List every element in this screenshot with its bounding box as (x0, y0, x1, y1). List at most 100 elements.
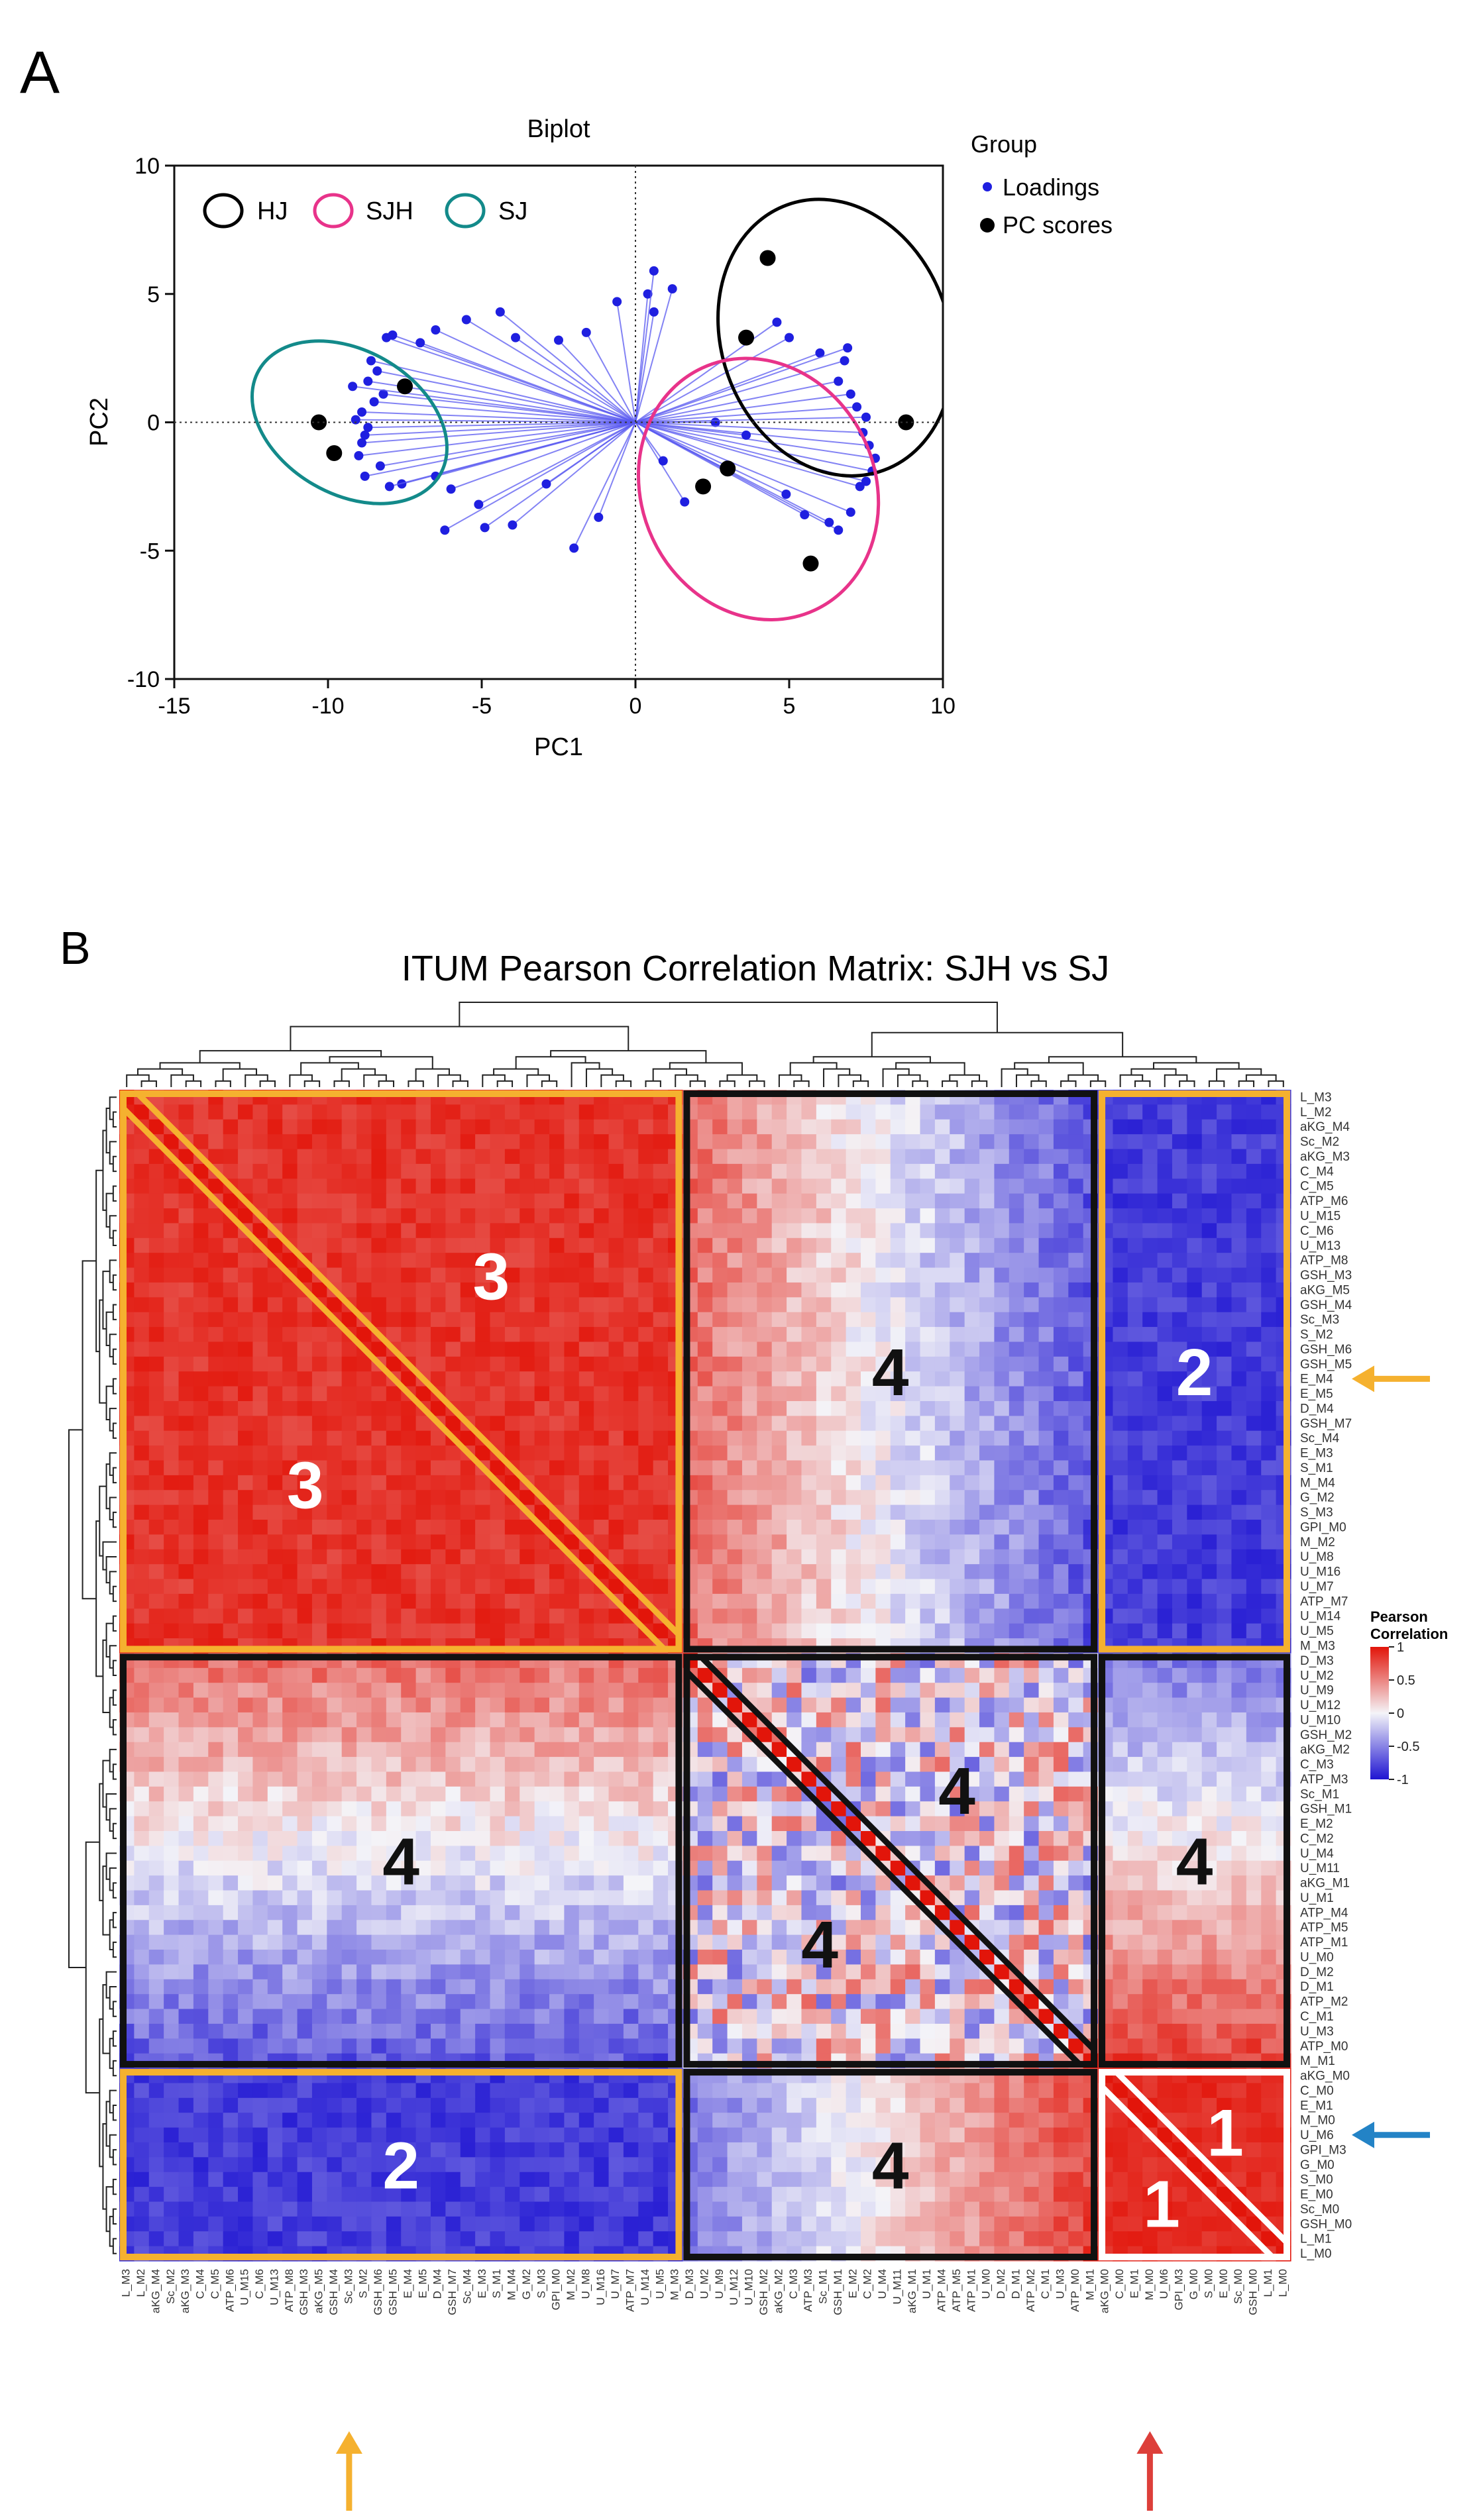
heatmap-cell (1157, 1490, 1173, 1506)
heatmap-cell (460, 1104, 476, 1120)
heatmap-cell (252, 1801, 268, 1817)
heatmap-cell (1113, 1860, 1128, 1876)
heatmap-cell (564, 1327, 580, 1343)
heatmap-cell (653, 1119, 669, 1135)
heatmap-cell (178, 1475, 194, 1491)
heatmap-cell (504, 1934, 520, 1950)
heatmap-cell (801, 1890, 817, 1906)
heatmap-cell (890, 1179, 906, 1194)
heatmap-cell (475, 1890, 491, 1906)
heatmap-cell (1246, 1460, 1262, 1476)
heatmap-cell (371, 1890, 387, 1906)
heatmap-cell (846, 1534, 861, 1550)
heatmap-cell (460, 1890, 476, 1906)
heatmap-cell (267, 1312, 283, 1328)
heatmap-cell (223, 1905, 239, 1920)
heatmap-cell (1127, 1683, 1143, 1699)
heatmap-cell (490, 1623, 506, 1639)
heatmap-cell (1187, 1549, 1203, 1565)
heatmap-cell (771, 1163, 787, 1179)
loading-point (741, 430, 751, 440)
heatmap-cell (564, 1193, 580, 1209)
heatmap-cell (1142, 1623, 1158, 1639)
heatmap-cell (223, 1356, 239, 1372)
heatmap-cell (134, 1786, 150, 1802)
heatmap-cell (327, 1237, 343, 1253)
heatmap-cell (267, 1846, 283, 1862)
heatmap-cell (223, 1134, 239, 1150)
dendrogram-branch (341, 1068, 376, 1081)
heatmap-cell (415, 1667, 431, 1683)
heatmap-cell (1172, 1846, 1187, 1862)
heatmap-cell (741, 1237, 757, 1253)
heatmap-cell (297, 1416, 313, 1432)
heatmap-cell (341, 1400, 357, 1416)
heatmap-cell (1187, 1727, 1203, 1743)
heatmap-cell (801, 1771, 817, 1787)
heatmap-cell (1142, 1282, 1158, 1298)
heatmap-cell (311, 1282, 327, 1298)
heatmap-cell (757, 1950, 773, 1966)
heatmap-cell (757, 1163, 773, 1179)
heatmap-cell (252, 1386, 268, 1402)
heatmap-cell (890, 1534, 906, 1550)
heatmap-cell (801, 1208, 817, 1224)
heatmap-cell (594, 1683, 610, 1699)
heatmap-cell (297, 1237, 313, 1253)
heatmap-cell (594, 1757, 610, 1773)
heatmap-cell (623, 1549, 639, 1565)
heatmap-cell (252, 1534, 268, 1550)
heatmap-cell (757, 1371, 773, 1387)
dendrogram-branch (1048, 1056, 1197, 1063)
heatmap-cell (578, 1846, 594, 1862)
panel-b-label: B (60, 922, 91, 974)
heatmap-cell (712, 1134, 728, 1150)
heatmap-cell (890, 1356, 906, 1372)
heatmap-cell (267, 1460, 283, 1476)
heatmap-cell (386, 1193, 402, 1209)
dendrogram-branch (222, 1068, 258, 1081)
heatmap-cell (208, 1771, 224, 1787)
heatmap-cell (282, 1297, 298, 1313)
heatmap-cell (1157, 1712, 1173, 1728)
heatmap-cell (445, 1771, 461, 1787)
dendrogram-branch (1134, 1080, 1151, 1087)
heatmap-cell (1068, 1579, 1084, 1595)
loading-point (680, 497, 690, 507)
heatmap-cell (504, 1193, 520, 1209)
heatmap-cell (475, 1549, 491, 1565)
dendrogram-branch (109, 1697, 113, 1728)
heatmap-cell (1009, 1860, 1024, 1876)
heatmap-cell (905, 1801, 921, 1817)
heatmap-cell (356, 1934, 372, 1950)
heatmap-cell (964, 1104, 980, 1120)
heatmap-cell (727, 1549, 743, 1565)
heatmap-cell (356, 1920, 372, 1936)
heatmap-cell (890, 1890, 906, 1906)
heatmap-cell (638, 1416, 654, 1432)
heatmap-cell (608, 1386, 624, 1402)
heatmap-cell (1172, 1134, 1187, 1150)
heatmap-cell (1231, 1712, 1247, 1728)
heatmap-cell (860, 1430, 876, 1446)
heatmap-cell (341, 1786, 357, 1802)
heatmap-cell (193, 1534, 209, 1550)
heatmap-cell (1187, 1490, 1203, 1506)
heatmap-cell (549, 1356, 565, 1372)
heatmap-cell (816, 1356, 832, 1372)
heatmap-cell (950, 1416, 965, 1432)
heatmap-cell (979, 1801, 995, 1817)
heatmap-cell (741, 1208, 757, 1224)
heatmap-cell (638, 1430, 654, 1446)
heatmap-cell (252, 1934, 268, 1950)
heatmap-cell (356, 1327, 372, 1343)
heatmap-cell (415, 1816, 431, 1832)
heatmap-cell (1157, 1920, 1173, 1936)
heatmap-cell (771, 1771, 787, 1787)
heatmap-cell (1201, 1371, 1217, 1387)
heatmap-cell (430, 1593, 446, 1609)
heatmap-cell (564, 1860, 580, 1876)
heatmap-cell (757, 1179, 773, 1194)
heatmap-cell (341, 1608, 357, 1624)
heatmap-cell (1053, 1534, 1069, 1550)
